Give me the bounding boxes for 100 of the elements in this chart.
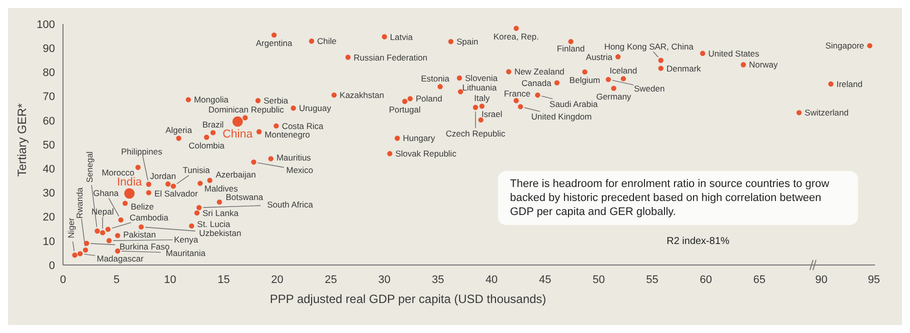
text: Uzbekistan	[199, 228, 242, 238]
point	[796, 110, 802, 116]
point	[514, 26, 519, 31]
point	[394, 136, 400, 141]
text: Niger	[66, 218, 76, 238]
series-label: Montenegro	[264, 130, 310, 140]
point	[438, 84, 443, 90]
point	[255, 98, 261, 104]
x-axis-title: PPP adjusted real GDP per capita (USD thousands)	[268, 292, 548, 306]
point	[611, 86, 616, 91]
x-tick-label: 60	[700, 274, 712, 286]
y-tick-label: 0	[48, 260, 55, 272]
point	[700, 50, 706, 56]
x-tick-label: 65	[753, 274, 766, 286]
series-label: Kazakhstan	[340, 90, 384, 100]
point	[271, 32, 277, 38]
x-tick-label: 35	[432, 274, 444, 286]
point	[210, 130, 216, 136]
series-label: Maldives	[204, 183, 238, 194]
y-tick-label: 60	[42, 115, 55, 128]
series-label: Slovenia	[465, 72, 498, 83]
series-label: Slovak Republic	[395, 148, 458, 159]
point	[268, 156, 274, 162]
point	[402, 98, 408, 104]
x-tick-label: 95	[868, 274, 880, 286]
point	[345, 54, 351, 60]
point	[198, 180, 203, 186]
point	[256, 129, 262, 134]
point	[115, 248, 120, 254]
point	[514, 98, 519, 104]
series-label: Italy	[474, 93, 490, 104]
series-label: Costa Rica	[282, 120, 324, 131]
point	[82, 247, 88, 253]
x-tick-label: 40	[485, 274, 498, 286]
series-label: Brazil	[202, 120, 224, 130]
series-label: Saudi Arabia	[550, 99, 598, 110]
point	[448, 38, 454, 44]
series-label: Lithuania	[462, 82, 498, 93]
point	[740, 62, 746, 68]
point	[308, 38, 314, 44]
point	[582, 69, 588, 75]
text: Philippines	[121, 146, 162, 156]
y-tick-label: 100	[36, 18, 55, 31]
point	[274, 123, 279, 129]
series-label: Argentina	[256, 38, 293, 48]
y-axis-title: Tertiary GER*	[15, 103, 29, 177]
point	[658, 58, 664, 63]
point	[207, 178, 212, 184]
series-label: United Kingdom	[531, 112, 592, 122]
series-label: Hong Kong SAR, China	[604, 41, 694, 52]
point	[176, 136, 182, 141]
point	[106, 238, 112, 244]
point	[170, 184, 176, 189]
point	[138, 224, 144, 230]
text: Cambodia	[130, 212, 169, 222]
text: Rwanda	[74, 187, 84, 219]
x-tick-label: 20	[271, 274, 284, 286]
point	[658, 66, 664, 71]
series-label: Israel	[481, 108, 502, 119]
y-tick-label: 40	[42, 164, 55, 176]
series-label: Singapore	[825, 40, 864, 51]
point	[194, 210, 200, 216]
point	[186, 97, 191, 102]
series-label: Madagascar	[96, 254, 144, 264]
text: Czech Republic	[446, 128, 506, 138]
series-label: Austria	[586, 52, 613, 62]
series-label: St. Lucia	[197, 218, 231, 229]
point	[251, 159, 256, 165]
series-label: Spain	[456, 36, 478, 47]
point	[216, 200, 222, 205]
point	[606, 76, 611, 82]
series-label: Korea, Rep.	[494, 31, 539, 42]
x-tick-label: 5	[114, 274, 120, 286]
y-tick-label: 30	[42, 188, 55, 200]
text: South Africa	[267, 200, 314, 210]
text: Senegal	[84, 151, 94, 183]
series-label: India	[116, 176, 142, 188]
series-label: Mongolia	[194, 94, 229, 105]
series-label: Serbia	[264, 96, 288, 106]
y-tick-label: 50	[42, 139, 55, 152]
series-label: Tunisia	[182, 165, 210, 176]
series-label: Germany	[596, 91, 632, 102]
text: Kenya	[174, 234, 198, 245]
series-label: Colombia	[188, 140, 225, 150]
point	[506, 69, 512, 74]
point	[115, 233, 120, 238]
point	[535, 92, 540, 98]
series-label: Norway	[748, 60, 779, 70]
series-label: Azerbaijan	[216, 169, 256, 180]
y-tick-label: 90	[42, 43, 55, 56]
point	[479, 104, 485, 109]
series-label: Pakistan	[123, 230, 156, 240]
x-tick-label: 45	[539, 274, 552, 286]
y-tick-label: 70	[42, 91, 55, 104]
series-label: Poland	[416, 94, 442, 104]
point	[290, 106, 296, 111]
series-label: Belize	[130, 201, 154, 212]
x-tick-label: 55	[646, 274, 658, 286]
series-label: Hungary	[402, 133, 436, 144]
series-label: Russian Federation	[354, 52, 428, 62]
